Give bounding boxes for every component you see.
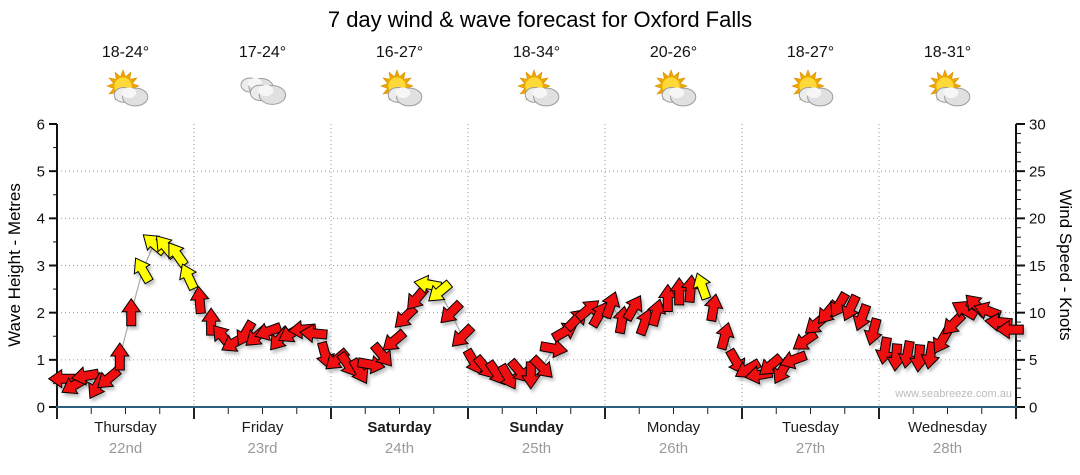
watermark: www.seabreeze.com.au: [895, 388, 1012, 400]
svg-text:25: 25: [1029, 163, 1046, 180]
day-label-sunday: Sunday 25th: [468, 419, 605, 457]
sun-cloud-icon: [331, 64, 468, 116]
svg-text:0: 0: [1029, 399, 1037, 416]
day-date: 23rd: [247, 440, 278, 457]
day-date: 27th: [795, 440, 826, 457]
temp-range: 18-24°: [101, 44, 150, 61]
svg-text:4: 4: [37, 211, 45, 228]
temp-range: 18-34°: [512, 44, 561, 61]
day-name: Sunday: [509, 419, 564, 436]
svg-text:20: 20: [1029, 211, 1046, 228]
svg-text:5: 5: [1029, 352, 1037, 369]
day-header-monday: 20-26°: [605, 44, 742, 116]
temp-range: 18-27°: [786, 44, 835, 61]
sun-cloud-icon: [468, 64, 605, 116]
day-label-monday: Monday 26th: [605, 419, 742, 457]
svg-text:30: 30: [1029, 116, 1046, 133]
svg-text:5: 5: [37, 163, 45, 180]
day-header-tuesday: 18-27°: [742, 44, 879, 116]
chart-title: 7 day wind & wave forecast for Oxford Fa…: [327, 7, 753, 32]
temp-range: 16-27°: [375, 44, 424, 61]
day-date: 25th: [521, 440, 552, 457]
sun-cloud-icon: [57, 64, 194, 116]
temp-range: 17-24°: [238, 44, 287, 61]
day-name: Wednesday: [908, 419, 987, 436]
day-header-sunday: 18-34°: [468, 44, 605, 116]
day-name: Monday: [646, 419, 701, 436]
day-name: Friday: [241, 419, 284, 436]
day-label-friday: Friday 23rd: [194, 419, 331, 457]
temp-range: 20-26°: [649, 44, 698, 61]
sun-cloud-icon: [742, 64, 879, 116]
day-date: 24th: [384, 440, 415, 457]
svg-text:2: 2: [37, 305, 45, 322]
day-name: Saturday: [367, 419, 432, 436]
day-header-saturday: 16-27°: [331, 44, 468, 116]
sun-cloud-icon: [605, 64, 742, 116]
day-label-wednesday: Wednesday 28th: [879, 419, 1016, 457]
svg-text:3: 3: [37, 258, 45, 275]
clouds-icon: [194, 64, 331, 116]
svg-text:1: 1: [37, 352, 45, 369]
svg-text:15: 15: [1029, 258, 1046, 275]
day-label-saturday: Saturday 24th: [331, 419, 468, 457]
day-name: Tuesday: [782, 419, 839, 436]
day-date: 26th: [658, 440, 689, 457]
day-label-tuesday: Tuesday 27th: [742, 419, 879, 457]
svg-text:10: 10: [1029, 305, 1046, 322]
day-date: 22nd: [108, 440, 143, 457]
day-header-friday: 17-24°: [194, 44, 331, 116]
svg-text:0: 0: [37, 399, 45, 416]
day-header-thursday: 18-24°: [57, 44, 194, 116]
day-name: Thursday: [94, 419, 157, 436]
day-label-thursday: Thursday 22nd: [57, 419, 194, 457]
svg-text:6: 6: [37, 116, 45, 133]
temp-range: 18-31°: [923, 44, 972, 61]
day-date: 28th: [932, 440, 963, 457]
sun-cloud-icon: [879, 64, 1016, 116]
day-header-wednesday: 18-31°: [879, 44, 1016, 116]
